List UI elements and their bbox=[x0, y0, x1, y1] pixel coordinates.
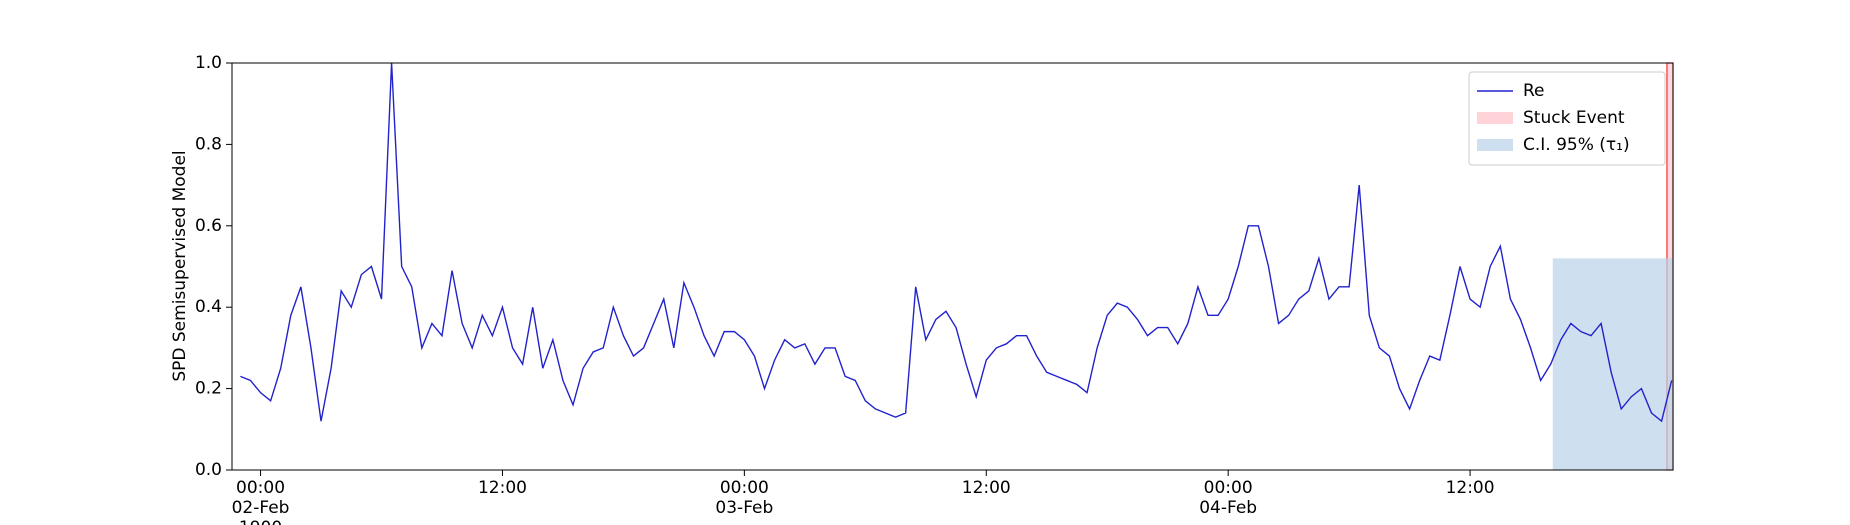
legend: Re Stuck Event C.I. 95% (τ₁) bbox=[1468, 71, 1666, 166]
legend-label: Re bbox=[1523, 81, 1545, 101]
y-tick-label: 0.8 bbox=[195, 134, 222, 154]
x-tick-label: 12:00 bbox=[477, 478, 527, 498]
data-line bbox=[240, 62, 1673, 423]
y-axis-label: SPD Semisupervised Model bbox=[170, 150, 190, 381]
plot-frame bbox=[231, 62, 1674, 471]
legend-label: C.I. 95% (τ₁) bbox=[1523, 135, 1630, 155]
y-tick-label: 1.0 bbox=[195, 53, 222, 73]
x-tick-label: 12:00 bbox=[961, 478, 1011, 498]
legend-swatch bbox=[1477, 112, 1513, 124]
y-tick-label: 0.0 bbox=[195, 460, 222, 480]
x-tick-label: 00:00 04-Feb bbox=[1199, 478, 1258, 518]
legend-swatch bbox=[1477, 139, 1513, 151]
legend-box bbox=[1468, 71, 1666, 166]
legend-label: Stuck Event bbox=[1523, 108, 1625, 128]
shaded-span bbox=[1552, 258, 1673, 470]
x-tick-label: 00:00 03-Feb bbox=[715, 478, 774, 518]
x-tick-label: 00:00 02-Feb 1900 bbox=[231, 478, 290, 525]
y-tick-label: 0.4 bbox=[195, 297, 222, 317]
y-tick-label: 0.6 bbox=[195, 216, 222, 236]
y-tick-label: 0.2 bbox=[195, 379, 222, 399]
x-tick-label: 12:00 bbox=[1445, 478, 1495, 498]
